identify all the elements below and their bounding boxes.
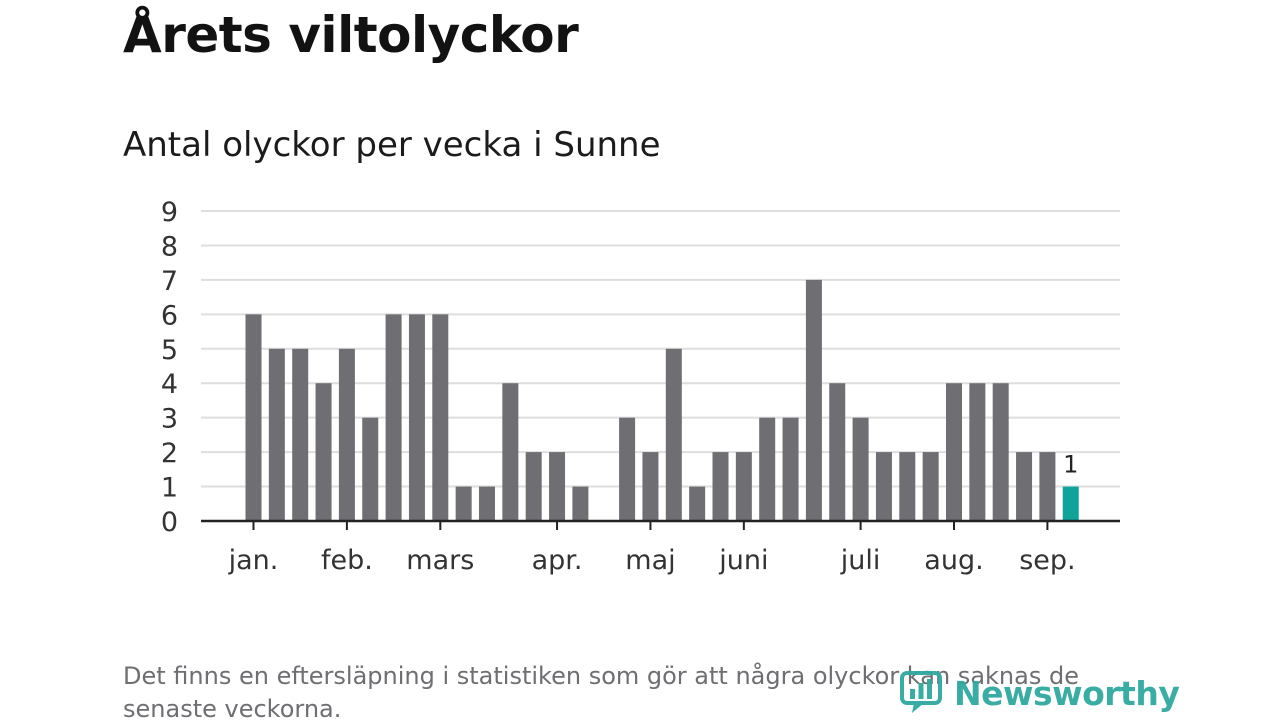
bar [455,486,472,521]
bar [992,383,1009,521]
x-tick-label: maj [625,545,675,576]
bar [852,417,869,521]
bar [385,314,402,521]
bar [619,417,636,521]
data-label: 1 [1063,451,1078,479]
brand-name: Newsworthy [954,673,1180,713]
bar [315,383,332,521]
y-tick-label: 4 [161,369,178,400]
y-tick-label: 2 [161,438,178,469]
bar [899,452,916,521]
bar [1062,486,1079,521]
bar [759,417,776,521]
bar [875,452,892,521]
y-tick-label: 7 [161,266,178,297]
y-tick-label: 1 [161,473,178,504]
chart-title: Årets viltolyckor [123,6,579,64]
footnote: Det finns en eftersläpning i statistiken… [123,662,1079,723]
bar [549,452,566,521]
y-tick-label: 3 [161,404,178,435]
chart-subtitle: Antal olyckor per vecka i Sunne [123,125,661,165]
bar [642,452,659,521]
bar [479,486,495,521]
x-tick-label: aug. [924,545,983,576]
bar [805,279,822,521]
x-tick-label: sep. [1019,545,1075,576]
y-tick-label: 5 [161,335,178,366]
bar [735,452,752,521]
x-tick-label: apr. [532,545,583,576]
bar [689,486,706,521]
bar [502,383,519,521]
bar [665,348,682,521]
bar [969,383,986,521]
bar [1016,452,1033,521]
bar [922,452,939,521]
x-tick-label: juni [718,545,768,576]
x-tick-label: jan. [228,545,279,576]
bar [525,452,542,521]
y-tick-label: 9 [161,197,178,228]
bar [292,348,309,521]
bar [338,348,355,521]
bar [829,383,846,521]
bar [782,417,799,521]
bar [572,486,589,521]
x-tick-label: feb. [321,545,373,576]
bar [712,452,729,521]
bar [408,314,425,521]
x-tick-label: mars [406,545,474,576]
bar [946,383,962,521]
bar [268,348,285,521]
newsworthy-logo-icon [900,671,942,713]
bar [362,417,379,521]
bar [245,314,262,521]
bar [432,314,449,521]
newsworthy-logo: Newsworthy [900,668,1180,718]
bar [1039,452,1056,521]
y-tick-label: 6 [161,300,178,331]
y-tick-label: 0 [161,507,178,538]
y-tick-label: 8 [161,231,178,262]
x-tick-label: juli [840,545,881,576]
